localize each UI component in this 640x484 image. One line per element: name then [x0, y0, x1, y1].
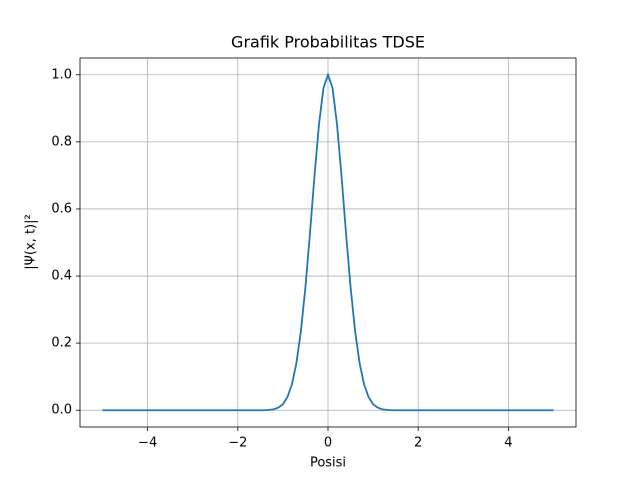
x-tick-label: −2 — [228, 436, 247, 451]
x-tick-label: 4 — [504, 436, 512, 451]
chart-title: Grafik Probabilitas TDSE — [231, 33, 425, 52]
y-tick-label: 0.6 — [51, 201, 72, 216]
y-tick-label: 0.4 — [51, 269, 72, 284]
x-tick-label: 2 — [414, 436, 422, 451]
y-tick-label: 0.8 — [51, 134, 72, 149]
data-line — [102, 72, 554, 412]
y-tick-label: 1.0 — [51, 67, 72, 82]
x-axis-label: Posisi — [310, 456, 346, 471]
y-axis-label: |Ψ(x, t)|² — [24, 214, 39, 269]
y-tick-label: 0.0 — [51, 403, 72, 418]
plot-frame — [79, 57, 577, 428]
y-tick-label: 0.2 — [51, 336, 72, 351]
x-tick-label: 0 — [324, 436, 332, 451]
x-tick-label: −4 — [138, 436, 157, 451]
